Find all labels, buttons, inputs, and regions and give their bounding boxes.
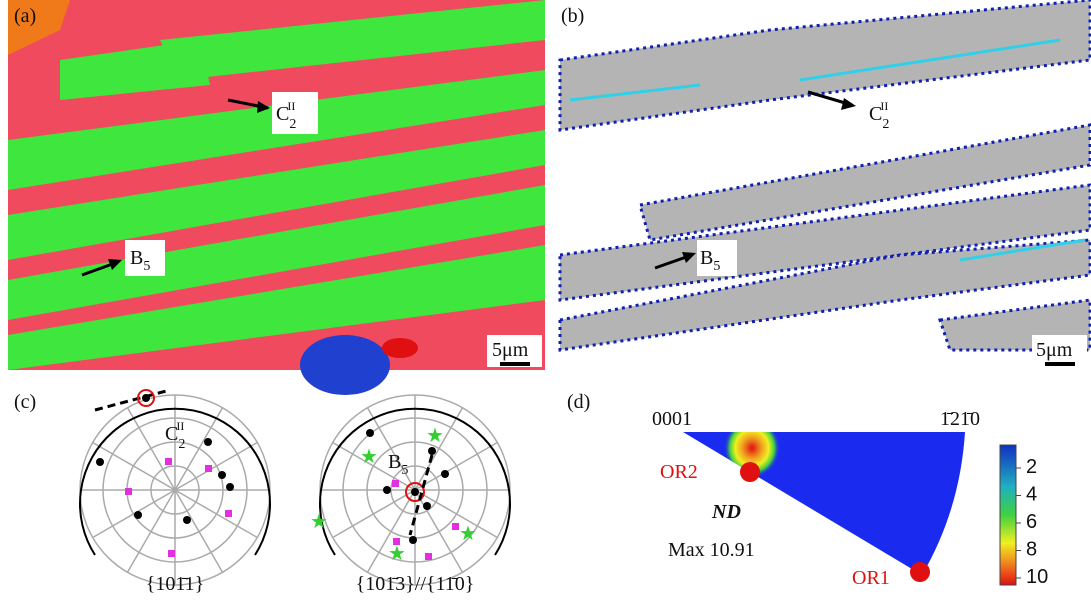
or-label: OR1 xyxy=(852,567,890,589)
scale-label: 5μm xyxy=(1036,339,1073,361)
svg-text:★: ★ xyxy=(310,511,328,533)
colorbar-label: 6 xyxy=(1026,511,1037,533)
plane-label: {101̄3}//{11̄0} xyxy=(356,573,475,595)
colorbar-label: 8 xyxy=(1026,539,1037,561)
colorbar-label: 4 xyxy=(1026,484,1037,506)
pole-spoke xyxy=(92,441,258,539)
panel-label: (a) xyxy=(14,5,36,27)
colorbar-label: 10 xyxy=(1026,566,1048,588)
colorbar-label: 2 xyxy=(1026,456,1037,478)
b-label: B5 xyxy=(700,247,720,274)
svg-text:★: ★ xyxy=(360,446,378,468)
panel-label: (c) xyxy=(14,391,36,413)
panel-a: (a) C2II B5 5μm xyxy=(8,0,545,395)
svg-text:★: ★ xyxy=(426,425,444,447)
panel-d: (d) 0001 1̄21̄0 OR2 OR1 ND Max 10.91 2 4 6… xyxy=(567,391,1048,589)
panel-c: (c) ★ ★ ★ ★ ★ C2II B5 {101̄1} {101̄3}//{11̄0… xyxy=(14,388,511,595)
corner-label: 0001 xyxy=(652,408,692,430)
max-label: Max 10.91 xyxy=(668,539,755,561)
plane-label: {101̄1} xyxy=(146,573,204,595)
panel-label: (b) xyxy=(561,5,584,27)
svg-text:★: ★ xyxy=(459,523,477,545)
c-label: C2II xyxy=(869,99,889,132)
svg-text:★: ★ xyxy=(388,543,406,565)
c-label: C2II xyxy=(165,419,185,452)
b-label: B5 xyxy=(130,247,150,274)
panel-label: (d) xyxy=(567,391,590,413)
nd-label: ND xyxy=(711,501,741,523)
b-label: B5 xyxy=(388,451,408,478)
c-label: C2II xyxy=(276,99,296,132)
scale-label: 5μm xyxy=(492,339,529,361)
panel-b: (b) C2II B5 5μm xyxy=(555,0,1091,370)
corner-label: 1̄21̄0 xyxy=(940,408,980,430)
or-label: OR2 xyxy=(660,461,698,483)
